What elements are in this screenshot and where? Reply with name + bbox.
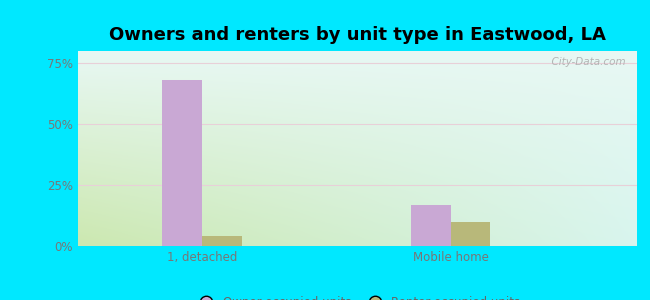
Title: Owners and renters by unit type in Eastwood, LA: Owners and renters by unit type in Eastw…: [109, 26, 606, 44]
Bar: [202, 236, 242, 246]
Legend: Owner occupied units, Renter occupied units: Owner occupied units, Renter occupied un…: [190, 292, 525, 300]
Bar: [411, 205, 450, 246]
Bar: [162, 80, 202, 246]
Text: City-Data.com: City-Data.com: [545, 57, 626, 67]
Bar: [450, 222, 490, 246]
